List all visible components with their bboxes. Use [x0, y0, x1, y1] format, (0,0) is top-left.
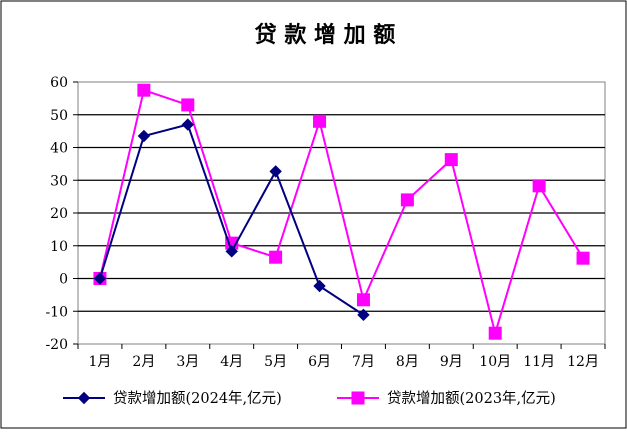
- x-tick-label: 9月: [440, 354, 463, 370]
- x-tick-label: 12月: [567, 354, 599, 370]
- data-point: [357, 308, 370, 322]
- x-tick-label: 4月: [220, 354, 243, 370]
- x-tick-label: 6月: [308, 354, 331, 370]
- data-point: [576, 251, 590, 265]
- y-tick-label: 50: [50, 108, 68, 124]
- data-point: [269, 165, 282, 178]
- data-point: [356, 293, 370, 307]
- y-tick-label: 20: [50, 206, 68, 222]
- y-tick-label: 30: [50, 173, 68, 189]
- data-point: [93, 272, 107, 285]
- x-tick-label: 1月: [88, 354, 111, 370]
- series-line: [98, 88, 584, 337]
- x-tick-label: 7月: [352, 354, 375, 370]
- data-point: [488, 326, 502, 340]
- legend-label: 贷款增加额(2023年,亿元): [387, 390, 556, 407]
- x-axis-ticks: 1月 2月 3月 4月 5月 6月 7月 8月 9月 10月 11月 12月: [77, 344, 606, 370]
- legend-label: 贷款增加额(2024年,亿元): [113, 390, 282, 407]
- y-tick-label: 40: [50, 141, 68, 157]
- data-point: [313, 279, 326, 293]
- series-1: [93, 118, 370, 322]
- data-point: [181, 118, 194, 131]
- series-layer: [93, 83, 590, 340]
- data-point: [137, 129, 151, 143]
- data-point: [444, 153, 458, 167]
- data-point: [269, 250, 283, 264]
- data-point: [181, 98, 195, 112]
- y-axis-ticks: 60 50 40 30 20 10 0 -10 -20: [45, 75, 78, 353]
- x-tick-label: 2月: [132, 354, 155, 370]
- legend: 贷款增加额(2024年,亿元) 贷款增加额(2023年,亿元): [63, 390, 556, 407]
- x-tick-label: 8月: [396, 354, 419, 370]
- y-tick-label: -20: [45, 337, 68, 353]
- y-tick-label: 10: [50, 239, 68, 255]
- data-point: [225, 245, 238, 258]
- x-tick-label: 10月: [479, 354, 511, 370]
- legend-item: 贷款增加额(2023年,亿元): [337, 390, 556, 407]
- data-point: [532, 179, 546, 193]
- data-point: [137, 83, 151, 97]
- legend-item: 贷款增加额(2024年,亿元): [63, 390, 282, 407]
- chart-title: 贷 款 增 加 额: [255, 22, 396, 48]
- x-tick-label: 3月: [176, 354, 199, 370]
- y-tick-label: -10: [45, 304, 68, 320]
- legend-marker: [77, 391, 91, 405]
- legend-marker: [351, 391, 365, 405]
- x-tick-label: 5月: [264, 354, 287, 370]
- y-tick-label: 60: [50, 75, 68, 91]
- data-point: [313, 114, 327, 128]
- grid-lines: [78, 114, 605, 312]
- y-tick-label: 0: [59, 272, 68, 288]
- data-point: [400, 193, 414, 207]
- x-tick-label: 11月: [523, 354, 555, 370]
